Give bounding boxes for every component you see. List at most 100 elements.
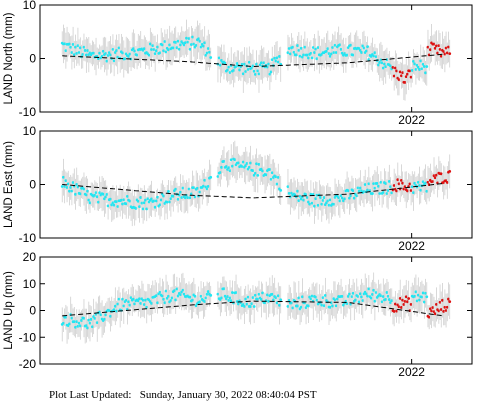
data-point-north bbox=[311, 46, 315, 49]
data-point-east bbox=[419, 188, 423, 192]
data-point-east bbox=[386, 189, 390, 192]
data-point-north bbox=[374, 55, 378, 58]
data-point-north bbox=[276, 60, 280, 64]
data-point-north bbox=[432, 42, 436, 46]
data-point-north bbox=[379, 58, 383, 62]
data-point-up bbox=[431, 306, 435, 309]
data-point-up bbox=[203, 300, 207, 303]
data-point-up bbox=[278, 303, 281, 307]
data-point-up bbox=[369, 296, 373, 300]
data-point-up bbox=[361, 299, 365, 302]
data-point-north bbox=[409, 75, 413, 79]
data-point-east bbox=[202, 184, 205, 188]
data-point-north bbox=[442, 50, 446, 53]
data-point-up bbox=[315, 298, 319, 302]
data-point-up bbox=[320, 303, 324, 307]
data-point-up bbox=[206, 290, 210, 293]
data-point-north bbox=[84, 53, 88, 57]
data-point-east bbox=[296, 189, 300, 193]
data-point-east bbox=[286, 185, 290, 189]
data-point-east bbox=[154, 199, 158, 203]
y-tick-label-up: 20 bbox=[23, 250, 37, 264]
data-point-north bbox=[158, 51, 162, 55]
data-point-east bbox=[352, 196, 356, 200]
data-point-up bbox=[117, 297, 121, 301]
data-point-north bbox=[220, 59, 223, 62]
data-point-east bbox=[433, 176, 437, 180]
data-point-east bbox=[64, 179, 68, 183]
data-point-east bbox=[196, 186, 199, 190]
y-tick-label-east: 0 bbox=[29, 178, 36, 192]
data-point-up bbox=[109, 314, 112, 318]
data-point-up bbox=[366, 294, 370, 298]
data-point-north bbox=[328, 54, 332, 58]
data-point-north bbox=[333, 43, 337, 47]
data-point-north bbox=[302, 53, 306, 57]
data-point-up bbox=[222, 287, 226, 291]
data-point-east bbox=[216, 175, 220, 178]
data-point-east bbox=[308, 202, 312, 206]
data-point-north bbox=[111, 47, 115, 51]
data-point-north bbox=[71, 43, 75, 46]
data-point-up bbox=[448, 300, 452, 304]
data-point-east bbox=[315, 193, 319, 197]
data-point-east bbox=[68, 189, 71, 193]
data-point-east bbox=[435, 173, 438, 177]
data-point-up bbox=[342, 303, 345, 307]
data-point-up bbox=[299, 305, 303, 309]
data-point-north bbox=[64, 49, 68, 53]
data-point-north bbox=[340, 51, 344, 55]
y-tick-label-up: 10 bbox=[23, 277, 37, 291]
data-point-north bbox=[74, 45, 77, 49]
data-point-east bbox=[247, 165, 251, 169]
data-point-east bbox=[156, 195, 159, 199]
data-point-up bbox=[256, 297, 260, 301]
data-point-up bbox=[76, 324, 80, 328]
data-point-up bbox=[427, 315, 431, 319]
data-point-east bbox=[111, 201, 115, 205]
data-point-north bbox=[86, 49, 89, 52]
data-point-east bbox=[392, 184, 396, 187]
data-point-up bbox=[128, 303, 132, 307]
data-point-up bbox=[373, 299, 377, 303]
data-point-north bbox=[435, 44, 438, 48]
data-point-north bbox=[197, 37, 201, 41]
data-point-north bbox=[444, 46, 448, 50]
data-point-up bbox=[309, 297, 313, 301]
data-point-east bbox=[355, 194, 359, 198]
data-point-north bbox=[82, 45, 86, 49]
data-point-north bbox=[447, 45, 450, 49]
data-point-up bbox=[158, 290, 162, 294]
data-point-up bbox=[445, 305, 449, 309]
data-point-up bbox=[252, 305, 256, 308]
data-point-up bbox=[78, 324, 82, 328]
data-point-east bbox=[112, 203, 116, 207]
data-point-up bbox=[336, 297, 339, 301]
data-point-east bbox=[366, 188, 370, 192]
data-point-east bbox=[188, 196, 192, 200]
data-point-up bbox=[328, 305, 332, 309]
data-point-north bbox=[83, 49, 87, 52]
data-point-north bbox=[179, 43, 182, 47]
data-point-east bbox=[390, 191, 394, 195]
data-point-north bbox=[98, 51, 102, 55]
data-point-north bbox=[121, 51, 124, 55]
data-point-north bbox=[325, 49, 328, 53]
data-point-north bbox=[177, 47, 181, 51]
data-point-up bbox=[176, 294, 180, 298]
data-point-east bbox=[270, 171, 274, 175]
data-point-up bbox=[437, 309, 441, 313]
data-point-up bbox=[229, 299, 233, 303]
data-point-north bbox=[188, 47, 192, 51]
data-point-north bbox=[268, 72, 272, 76]
data-point-up bbox=[243, 305, 246, 308]
data-point-up bbox=[107, 309, 111, 312]
data-point-east bbox=[187, 187, 191, 191]
data-point-north bbox=[380, 61, 384, 65]
data-point-east bbox=[358, 186, 362, 190]
data-point-north bbox=[327, 52, 331, 55]
data-point-east bbox=[88, 201, 92, 205]
data-point-east bbox=[251, 169, 255, 172]
data-point-east bbox=[171, 194, 175, 198]
data-point-east bbox=[337, 196, 341, 200]
